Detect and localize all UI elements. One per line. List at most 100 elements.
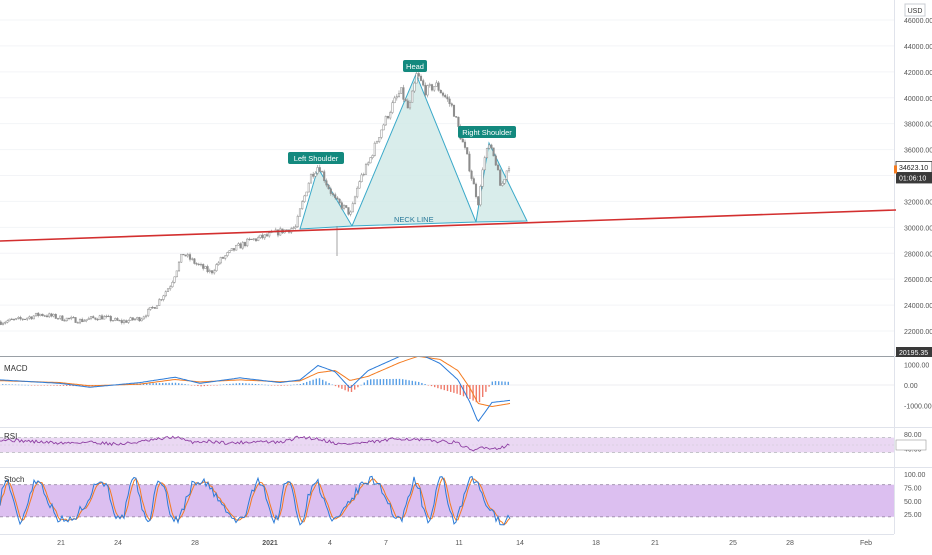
candle-body bbox=[499, 169, 502, 186]
candle-body bbox=[312, 173, 315, 177]
candle-body bbox=[217, 262, 220, 265]
macd-hist-bar bbox=[242, 383, 244, 385]
head-label-box bbox=[403, 60, 427, 72]
candle-body bbox=[446, 96, 449, 100]
macd-hist-bar bbox=[69, 385, 71, 387]
macd-hist-bar bbox=[322, 379, 324, 385]
stoch-pane[interactable] bbox=[0, 475, 894, 526]
candle-body bbox=[32, 315, 35, 320]
candle-body bbox=[65, 317, 68, 322]
macd-hist-bar bbox=[245, 383, 247, 385]
rsi-pane[interactable] bbox=[0, 435, 894, 453]
pattern-triangle-1 bbox=[299, 166, 353, 230]
candle-body bbox=[336, 197, 339, 200]
candle-body bbox=[204, 266, 207, 269]
candle-body bbox=[239, 243, 242, 249]
candle-body bbox=[395, 96, 398, 99]
candle-body bbox=[327, 184, 330, 190]
candle-body bbox=[419, 75, 423, 81]
candle-body bbox=[224, 255, 227, 259]
candle-body bbox=[153, 307, 156, 309]
candle-body bbox=[140, 318, 143, 322]
price-tick-label: 32000.00 bbox=[904, 199, 932, 206]
candle-body bbox=[488, 144, 491, 149]
candle-body bbox=[195, 263, 198, 265]
candle-body bbox=[21, 318, 24, 320]
macd-hist-bar bbox=[504, 381, 506, 385]
candle-body bbox=[122, 320, 126, 323]
macd-hist-bar bbox=[24, 384, 26, 386]
candle-body bbox=[15, 318, 18, 320]
macd-hist-bar bbox=[334, 385, 337, 387]
candle-body bbox=[81, 318, 84, 323]
macd-hist-bar bbox=[5, 384, 7, 385]
candle-body bbox=[501, 183, 504, 186]
macd-hist-bar bbox=[357, 385, 359, 388]
macd-hist-bar bbox=[386, 379, 388, 385]
candle-body bbox=[103, 316, 106, 320]
macd-hist-bar bbox=[366, 380, 369, 385]
price-tick-label: 22000.00 bbox=[904, 329, 932, 336]
pattern-triangle-3 bbox=[475, 141, 528, 223]
candle-body bbox=[505, 170, 508, 180]
candle-body bbox=[345, 205, 348, 208]
macd-hist-bar bbox=[222, 384, 225, 385]
candle-body bbox=[268, 232, 271, 237]
candle-body bbox=[19, 317, 22, 320]
candle-body bbox=[373, 142, 376, 156]
macd-hist-bar bbox=[453, 385, 455, 393]
currency-box[interactable] bbox=[904, 3, 926, 17]
time-tick-label: Feb bbox=[860, 540, 872, 547]
right-shoulder-label: Right Shoulder bbox=[462, 128, 512, 137]
candle-body bbox=[232, 248, 236, 251]
macd-hist-bar bbox=[373, 379, 375, 385]
macd-hist-bar bbox=[491, 381, 493, 385]
candle-body bbox=[241, 242, 244, 249]
candle-body bbox=[474, 183, 478, 197]
candle-body bbox=[503, 178, 506, 184]
candle-body bbox=[166, 288, 170, 292]
macd-hist-bar bbox=[264, 384, 266, 386]
neckline-level-box bbox=[896, 347, 932, 357]
macd-hist-bar bbox=[456, 385, 458, 394]
price-tick-label: 36000.00 bbox=[904, 148, 932, 155]
candle-body bbox=[162, 295, 165, 300]
candle-body bbox=[85, 319, 88, 321]
stoch-title: Stoch bbox=[4, 475, 24, 484]
macd-pane[interactable] bbox=[0, 353, 894, 423]
candle-body bbox=[54, 314, 57, 319]
macd-hist-bar bbox=[14, 384, 17, 386]
candle-body bbox=[356, 187, 359, 198]
price-pane[interactable]: NECK LINE Left Shoulder Head Right Shoulder bbox=[0, 19, 897, 332]
price-tick-label: 44000.00 bbox=[904, 44, 932, 51]
candle-body bbox=[213, 270, 216, 274]
candle-body bbox=[360, 174, 363, 182]
candle-body bbox=[193, 258, 196, 264]
macd-hist-bar bbox=[40, 385, 42, 386]
candle-body bbox=[276, 229, 280, 236]
candle-body bbox=[342, 205, 346, 209]
macd-hist-bar bbox=[56, 385, 58, 386]
macd-hist-bar bbox=[370, 379, 372, 385]
candle-body bbox=[107, 315, 110, 317]
candle-body bbox=[215, 264, 218, 272]
stoch-k-line bbox=[0, 475, 511, 526]
candle-body bbox=[468, 153, 471, 172]
macd-hist-bar bbox=[213, 385, 215, 386]
candle-body bbox=[41, 313, 44, 316]
candle-body bbox=[118, 320, 121, 322]
candle-body bbox=[147, 309, 150, 317]
candle-body bbox=[351, 203, 354, 213]
candle-body bbox=[507, 168, 511, 172]
candle-body bbox=[74, 317, 77, 323]
candle-body bbox=[316, 167, 319, 174]
candle-body bbox=[8, 318, 11, 322]
candle-body bbox=[114, 318, 117, 321]
stoch-tick-label: 75.00 bbox=[904, 485, 922, 492]
price-tick-label: 38000.00 bbox=[904, 122, 932, 129]
candle-body bbox=[263, 234, 266, 239]
macd-hist-bar bbox=[18, 384, 20, 386]
macd-hist-bar bbox=[315, 378, 317, 385]
candle-body bbox=[230, 248, 233, 251]
